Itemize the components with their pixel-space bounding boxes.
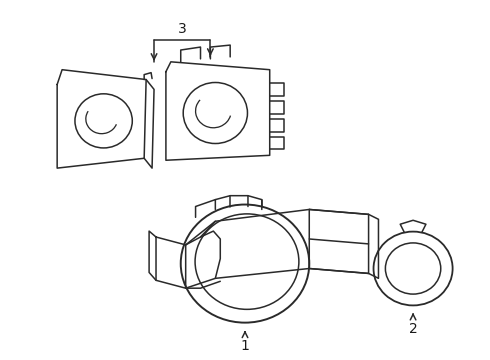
Text: 1: 1 [241,339,249,354]
Text: 2: 2 [409,321,417,336]
Text: 3: 3 [178,22,187,36]
